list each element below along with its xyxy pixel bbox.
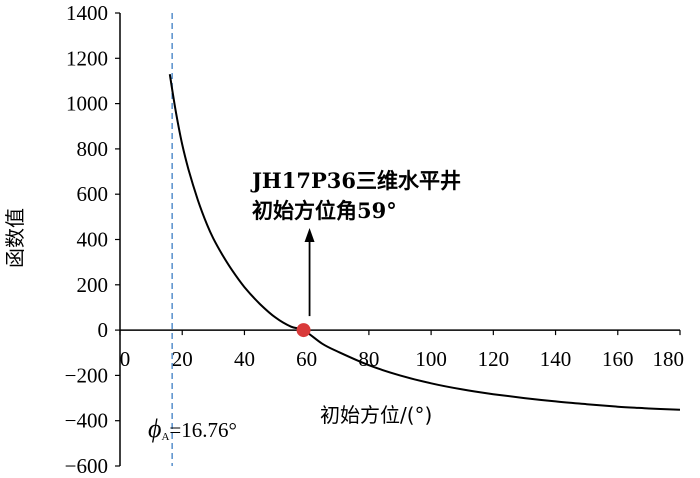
- x-tick-label: 160: [602, 347, 634, 371]
- x-tick-label: 0: [120, 347, 131, 371]
- y-tick-label: −200: [65, 363, 108, 387]
- y-tick-label: −600: [65, 454, 108, 478]
- x-tick-label: 40: [234, 347, 255, 371]
- y-tick-label: 0: [98, 318, 109, 342]
- x-tick-label: 20: [172, 347, 193, 371]
- annotation-arrow-head: [304, 228, 315, 242]
- phi-symbol: ϕ: [148, 414, 161, 443]
- x-tick-label: 120: [478, 347, 510, 371]
- y-tick-label: 1000: [66, 92, 108, 116]
- y-tick-label: 1200: [66, 46, 108, 70]
- x-tick-label: 180: [653, 347, 685, 371]
- well-annotation-line2: 初始方位角59°: [252, 198, 397, 223]
- x-axis-title: 初始方位/(°): [320, 403, 432, 427]
- phi-annotation: ϕA=16.76°: [148, 414, 237, 443]
- y-axis-title: 函数值: [3, 208, 27, 268]
- y-tick-label: 800: [77, 137, 109, 161]
- x-tick-labels: 0 20 40 60 80 100 120 140 160 180: [120, 347, 684, 371]
- x-tick-label: 140: [540, 347, 572, 371]
- x-tick-label: 80: [358, 347, 379, 371]
- phi-value: =16.76°: [169, 418, 237, 442]
- y-tick-label: 1400: [66, 1, 108, 25]
- y-tick-labels: 1400 1200 1000 800 600 400 200 0 −200 −400 −600: [65, 1, 108, 478]
- well-annotation-line1: JH17P36三维水平井: [250, 168, 461, 193]
- root-marker: [296, 323, 311, 338]
- y-axis-ticks: [115, 12, 681, 467]
- x-tick-label: 100: [415, 347, 447, 371]
- y-tick-label: 400: [77, 228, 109, 252]
- y-tick-label: 600: [77, 182, 109, 206]
- phi-subscript: A: [161, 431, 169, 443]
- y-tick-label: 200: [77, 273, 109, 297]
- x-tick-label: 60: [296, 347, 317, 371]
- y-tick-label: −400: [65, 409, 108, 433]
